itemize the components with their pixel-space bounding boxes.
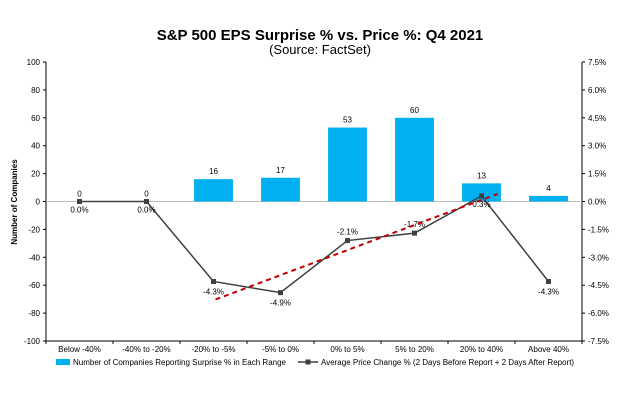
category-label: 5% to 20% — [395, 345, 434, 354]
right-tick-label: -4.5% — [588, 281, 609, 290]
bar-value-label: 60 — [410, 106, 419, 115]
category-label: 20% to 40% — [460, 345, 503, 354]
right-tick-label: 6.0% — [588, 86, 606, 95]
line-point — [479, 193, 484, 199]
bar-value-label: 0 — [144, 190, 149, 199]
trendline — [215, 192, 498, 301]
bar — [529, 195, 568, 202]
bar-value-label: 17 — [276, 166, 285, 175]
chart-title: S&P 500 EPS Surprise % vs. Price %: Q4 2… — [157, 27, 484, 44]
right-tick-label: -6.0% — [588, 309, 609, 318]
legend-bar-label: Number of Companies Reporting Surprise %… — [73, 358, 287, 367]
left-tick-label: 80 — [31, 86, 40, 95]
left-tick-label: -80 — [28, 309, 40, 318]
left-tick-label: -20 — [28, 225, 40, 234]
legend-bar-swatch — [56, 359, 70, 365]
category-label: -5% to 0% — [262, 345, 299, 354]
category-label: -20% to -5% — [191, 345, 235, 354]
left-tick-label: -100 — [24, 337, 41, 346]
left-tick-label: 0 — [36, 198, 41, 207]
line-point — [278, 290, 283, 296]
right-tick-label: -3.0% — [588, 253, 609, 262]
right-tick-label: -1.5% — [588, 225, 609, 234]
bar-value-label: 0 — [77, 190, 82, 199]
category-label: Below -40% — [58, 345, 101, 354]
bar — [261, 177, 300, 202]
bar-value-label: 16 — [209, 167, 218, 176]
bar — [462, 183, 501, 202]
category-label: -40% to -20% — [122, 345, 170, 354]
left-tick-label: 60 — [31, 114, 40, 123]
line-value-label: 0.3% — [472, 200, 490, 209]
line-point — [77, 199, 82, 204]
bar-value-label: 4 — [546, 184, 551, 193]
line-value-label: -4.9% — [270, 299, 291, 308]
right-tick-label: 0.0% — [588, 198, 606, 207]
line-point — [412, 230, 417, 236]
line-value-label: 0.0% — [70, 206, 88, 215]
bar — [194, 179, 233, 202]
bar-value-label: 13 — [477, 171, 486, 180]
right-tick-label: 3.0% — [588, 142, 606, 151]
y-axis-label: Number of Companies — [10, 159, 19, 245]
line-point — [345, 238, 350, 244]
category-label: Above 40% — [528, 345, 569, 354]
bar — [328, 127, 367, 202]
category-label: 0% to 5% — [330, 345, 364, 354]
line-value-label: -4.3% — [203, 287, 224, 296]
plot-area: -100-80-60-40-20020406080100-7.5%-6.0%-4… — [24, 58, 609, 354]
bar — [395, 117, 434, 202]
line-point — [144, 199, 149, 204]
left-tick-label: -60 — [28, 281, 40, 290]
right-tick-label: 7.5% — [588, 58, 606, 67]
price-change-line — [79, 194, 550, 294]
legend-line-label: Average Price Change % (2 Days Before Re… — [321, 358, 574, 367]
line-point — [211, 278, 216, 284]
right-tick-label: 4.5% — [588, 114, 606, 123]
left-tick-label: -40 — [28, 253, 40, 262]
line-value-label: 0.0% — [137, 206, 155, 215]
left-tick-label: 20 — [31, 170, 40, 179]
left-tick-label: 100 — [27, 58, 41, 67]
line-value-label: -1.7% — [404, 220, 425, 229]
line-value-label: -2.1% — [337, 228, 358, 237]
right-tick-label: 1.5% — [588, 170, 606, 179]
line-value-label: -4.3% — [538, 287, 559, 296]
line-point — [546, 278, 551, 284]
left-tick-label: 40 — [31, 142, 40, 151]
right-tick-label: -7.5% — [588, 337, 609, 346]
legend: Number of Companies Reporting Surprise %… — [56, 358, 574, 367]
legend-line-marker — [305, 359, 311, 365]
bar-value-label: 53 — [343, 116, 352, 125]
chart-subtitle: (Source: FactSet) — [269, 42, 371, 57]
